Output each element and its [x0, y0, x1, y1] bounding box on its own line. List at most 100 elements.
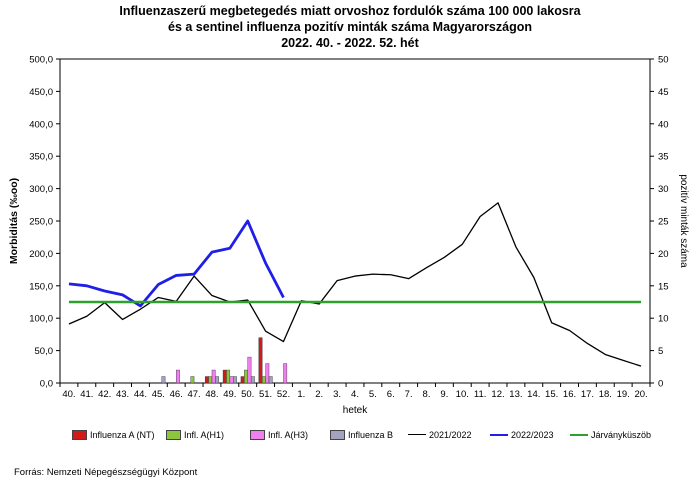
bar-influenza-a-nt: [222, 369, 227, 384]
bar-infl-a-h1: [208, 376, 213, 384]
legend-swatch: [166, 429, 181, 440]
legend-item-2022-2023: 2022/2023: [490, 428, 554, 441]
y-left-tick-label: 350,0: [29, 152, 53, 163]
y-right-tick-label: 25: [658, 217, 669, 228]
chart-title: Influenzaszerű megbetegedés miatt orvosh…: [0, 3, 700, 51]
x-tick-label: 41.: [80, 389, 93, 400]
legend-label: Járványküszöb: [591, 429, 652, 440]
x-tick-label: 52.: [277, 389, 290, 400]
y-left-tick-label: 300,0: [29, 184, 53, 195]
legend-item-infl-a-h3: Infl. A(H3): [250, 428, 308, 441]
legend-item-infl-a-h1: Infl. A(H1): [166, 428, 224, 441]
line-series-2022-2023: [68, 219, 285, 308]
bar-infl-a-h3: [229, 376, 234, 384]
legend: Influenza A (NT) Infl. A(H1) Infl. A(H3)…: [72, 428, 672, 442]
legend-item-influenza-b: Influenza B: [330, 428, 393, 441]
x-tick-label: 9.: [440, 389, 448, 400]
legend-label: Infl. A(H3): [268, 429, 309, 440]
bar-infl-a-h1: [190, 376, 195, 384]
y-right-tick-label: 20: [658, 249, 669, 260]
y-right-tick-label: 10: [658, 314, 669, 325]
x-tick-label: 44.: [134, 389, 147, 400]
bar-infl-a-h3: [283, 363, 288, 384]
bar-influenza-a-nt: [258, 337, 263, 384]
y-right-tick-label: 50: [658, 55, 669, 66]
x-tick-label: 17.: [581, 389, 594, 400]
legend-swatch: [570, 433, 588, 436]
x-tick-label: 46.: [170, 389, 183, 400]
legend-swatch: [490, 433, 508, 436]
legend-label: Influenza B: [348, 429, 394, 440]
y-left-tick-label: 450,0: [29, 87, 53, 98]
bar-infl-a-h3: [265, 363, 270, 384]
legend-item-2021-2022: 2021/2022: [408, 428, 472, 441]
y-right-tick-label: 30: [658, 184, 669, 195]
y-right-tick-label: 35: [658, 152, 669, 163]
x-tick-label: 45.: [152, 389, 165, 400]
y-left-tick-label: 400,0: [29, 119, 53, 130]
bar-infl-a-h3: [176, 369, 180, 384]
source-note: Forrás: Nemzeti Népegészségügyi Központ: [14, 467, 198, 478]
y-left-tick-label: 150,0: [29, 281, 53, 292]
x-tick-label: 7.: [405, 389, 413, 400]
bar-infl-a-h1: [226, 369, 231, 384]
bar-infl-a-h3: [211, 369, 216, 384]
legend-item-jarvanykuszob: Járványküszöb: [570, 428, 651, 441]
bar-influenza-b: [215, 376, 219, 384]
y-left-tick-label: 250,0: [29, 217, 53, 228]
x-tick-label: 12.: [491, 389, 504, 400]
y-right-tick-label: 40: [658, 119, 669, 130]
y-right-tick-label: 0: [658, 379, 663, 390]
plot-area: [59, 58, 651, 384]
y-left-tick-label: 0,0: [40, 379, 53, 390]
bar-infl-a-h3: [247, 356, 252, 384]
x-tick-label: 13.: [509, 389, 522, 400]
x-tick-label: 11.: [474, 389, 487, 400]
x-tick-label: 51.: [259, 389, 272, 400]
bar-infl-a-h1: [244, 369, 248, 384]
x-axis-title: hetek: [343, 405, 368, 416]
legend-swatch: [408, 434, 426, 436]
x-tick-label: 3.: [333, 389, 341, 400]
legend-swatch: [250, 429, 265, 440]
y-right-tick-label: 15: [658, 281, 669, 292]
chart-title-line-1: Influenzaszerű megbetegedés miatt orvosh…: [119, 4, 581, 18]
legend-item-influenza-a-nt: Influenza A (NT): [72, 428, 155, 441]
y-left-axis-title: Morbiditás (‰oo): [8, 178, 20, 264]
x-tick-label: 2.: [315, 389, 323, 400]
x-tick-label: 16.: [563, 389, 576, 400]
chart-title-line-2: és a sentinel influenza pozitív minták s…: [168, 20, 532, 34]
bar-influenza-b: [161, 376, 166, 384]
y-left-tick-label: 200,0: [29, 249, 53, 260]
x-tick-label: 5.: [369, 389, 377, 400]
y-left-tick-label: 100,0: [29, 314, 53, 325]
x-tick-label: 47.: [187, 389, 200, 400]
legend-label: 2022/2023: [511, 429, 554, 440]
x-tick-label: 18.: [599, 389, 612, 400]
legend-label: Infl. A(H1): [184, 429, 225, 440]
chart-title-line-3: 2022. 40. - 2022. 52. hét: [281, 36, 419, 50]
x-tick-label: 14.: [527, 389, 540, 400]
bar-influenza-a-nt: [240, 376, 245, 384]
x-tick-label: 43.: [116, 389, 129, 400]
x-tick-label: 19.: [617, 389, 630, 400]
bar-influenza-a-nt: [204, 376, 209, 384]
x-tick-label: 1.: [297, 389, 305, 400]
x-tick-label: 48.: [205, 389, 218, 400]
y-right-tick-label: 5: [658, 346, 663, 357]
x-tick-label: 10.: [456, 389, 469, 400]
y-right-tick-label: 45: [658, 87, 669, 98]
legend-swatch: [72, 429, 87, 440]
x-tick-label: 4.: [351, 389, 359, 400]
x-tick-label: 15.: [545, 389, 558, 400]
bar-influenza-b: [250, 376, 255, 384]
y-left-tick-label: 500,0: [29, 55, 53, 66]
bar-infl-a-h1: [262, 376, 266, 384]
line-series-2021-2022: [68, 202, 642, 367]
x-tick-label: 50.: [241, 389, 254, 400]
x-tick-label: 8.: [423, 389, 431, 400]
y-right-axis-title: pozitív minták száma: [678, 174, 689, 268]
x-tick-label: 20.: [634, 389, 647, 400]
y-left-tick-label: 50,0: [35, 346, 54, 357]
